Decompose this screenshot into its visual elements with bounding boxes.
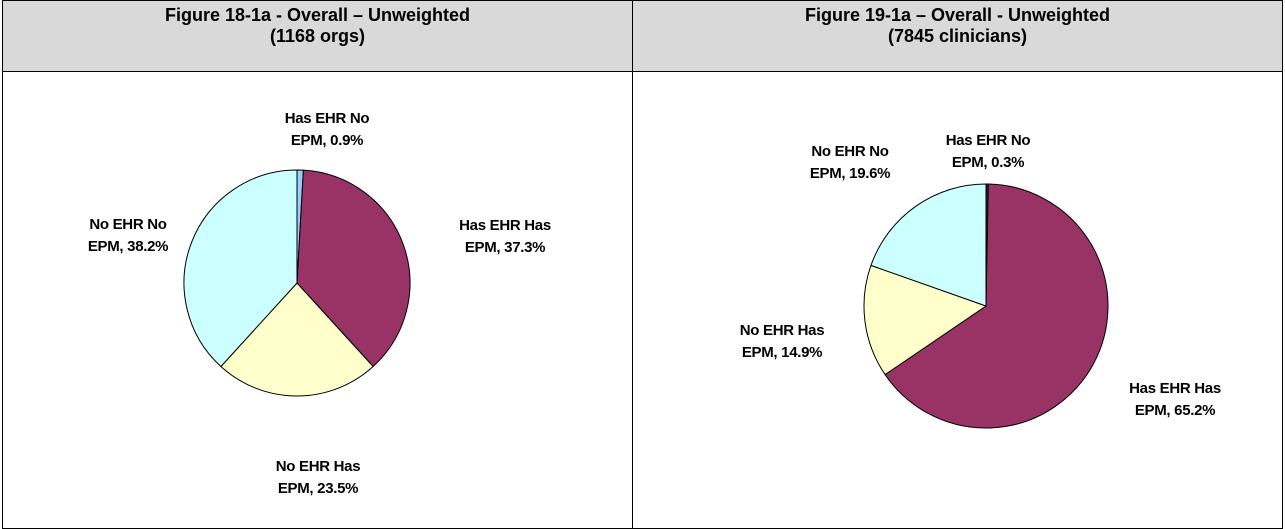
chart-title: Figure 19-1a – Overall - Unweighted [804,5,1111,25]
slice-label: No EHR Has EPM, 14.9% [739,322,825,361]
slice-label: Has EHR No EPM, 0.3% [945,132,1031,171]
pie-slice [183,169,298,368]
pie-slice [220,282,374,397]
slice-label: Has EHR No EPM, 0.9% [284,110,370,149]
pie-slice [884,183,1109,429]
slice-label: Has EHR Has EPM, 37.3% [459,217,551,256]
slice-label: No EHR Has EPM, 23.5% [275,458,361,497]
chart-subtitle: (7845 clinicians) [887,26,1028,46]
chart-subtitle: (1168 orgs) [269,26,366,46]
slice-label: Has EHR Has EPM, 65.2% [1129,380,1221,419]
header-cell: Figure 18-1a - Overall – Unweighted (116… [2,0,633,72]
pie-slice [863,264,988,376]
pie-slice [870,183,987,307]
header-cell: Figure 19-1a – Overall - Unweighted (784… [632,0,1283,72]
pie-slice [296,169,411,368]
slice-label: No EHR No EPM, 38.2% [87,216,169,255]
slice-label: No EHR No EPM, 19.6% [809,143,891,182]
chart-title: Figure 18-1a - Overall – Unweighted [164,5,471,25]
